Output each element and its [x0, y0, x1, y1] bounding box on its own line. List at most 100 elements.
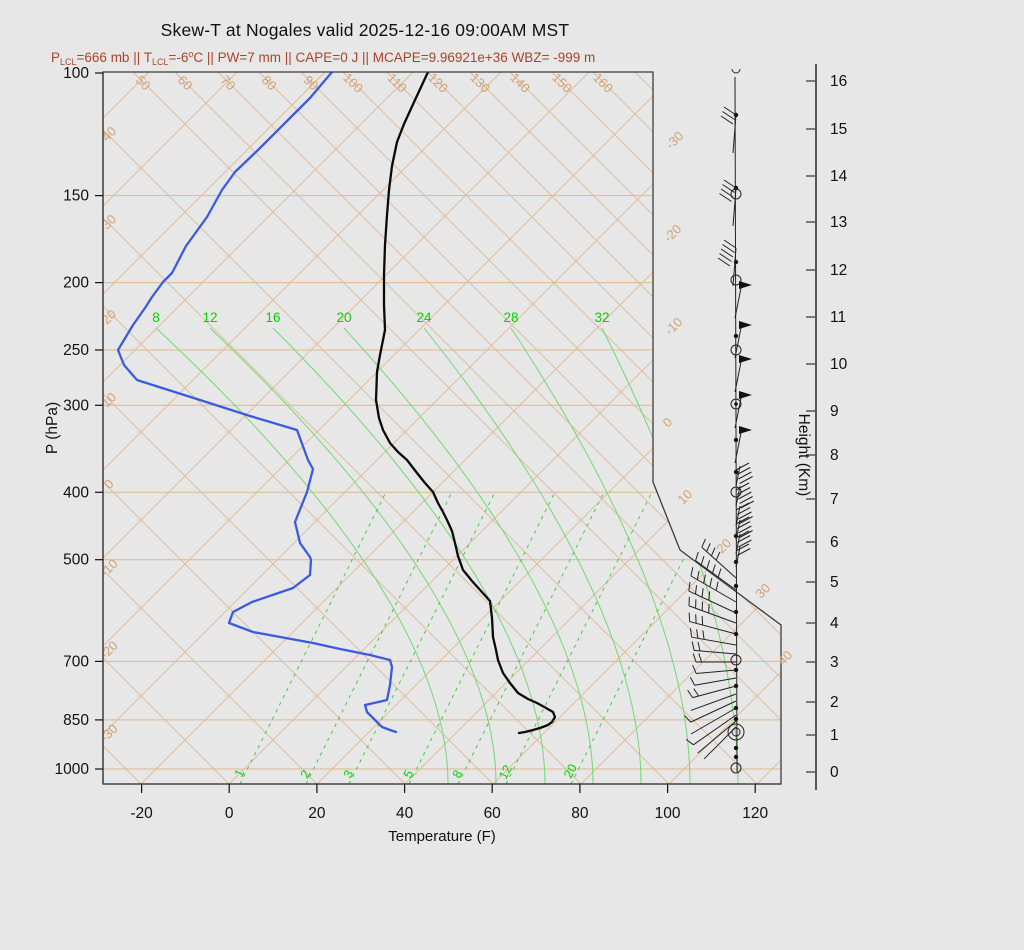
moist-adiabat-value-label: 24 [416, 310, 432, 325]
mixing-ratio-value-label: 2 [298, 768, 314, 781]
wind-barb-feather [722, 244, 735, 253]
temperature-axis-title: Temperature (F) [388, 828, 496, 845]
moist-adiabat-value-label: 28 [503, 310, 518, 325]
isotherm-label: -10 [662, 314, 686, 338]
wind-barb-feather [685, 739, 694, 746]
wind-barb-shaft [692, 685, 737, 699]
wind-barb-feather [689, 677, 696, 686]
wind-barb-feather [739, 476, 753, 484]
temperature-tick-label: 80 [571, 805, 589, 822]
wind-barb-feather [735, 543, 750, 552]
wind-barb-shaft [694, 677, 737, 686]
pressure-tick-label: 700 [63, 653, 89, 670]
temperature-tick-label: -20 [130, 805, 153, 822]
wind-barb-shaft [734, 361, 742, 393]
wind-barb-feather [703, 574, 706, 584]
pressure-tick-label: 150 [63, 188, 89, 205]
wind-barb-feather [720, 115, 734, 125]
wind-barb-shaft [689, 621, 737, 635]
wind-barb-feather [706, 560, 711, 569]
isotherm-line [103, 72, 678, 647]
wind-barb-feather [739, 530, 753, 538]
wind-barb-feather [735, 530, 750, 539]
height-axis-title: Height (Km) [795, 414, 812, 497]
isotherm-label: 40 [774, 647, 795, 668]
staff-dot [733, 583, 739, 589]
wind-barb-feather [689, 628, 693, 638]
wind-barb-shaft [694, 649, 737, 655]
mixing-ratio-value-label: 3 [341, 768, 357, 781]
wind-barb-shaft [690, 693, 737, 711]
isotherm-label: -20 [661, 221, 685, 245]
dewpoint-trace [116, 72, 398, 734]
wind-barb-pennant [739, 321, 752, 329]
temperature-trace [374, 72, 557, 735]
wind-barb-feather [701, 538, 706, 548]
height-tick-label: 16 [830, 73, 847, 90]
wind-barb-feather [722, 184, 735, 193]
temperature-tick-label: 20 [308, 805, 326, 822]
height-tick-label: 3 [830, 654, 839, 671]
isotherm-label: 10 [674, 486, 695, 507]
wind-barb-shaft [693, 714, 737, 746]
wind-barb-shaft [734, 397, 742, 429]
wind-barb-pennant [739, 391, 752, 399]
isotherm-label: -30 [97, 721, 121, 745]
temperature-tick-label: 0 [225, 805, 234, 822]
moist-adiabat-line [272, 327, 546, 784]
mixing-ratio-value-label: 12 [496, 763, 515, 782]
isotherm-line [140, 72, 781, 784]
temperature-axis: -20 0 20 40 60 80 100 120 Temperature (F) [103, 783, 781, 845]
wind-barb-feather [738, 511, 752, 520]
wind-barb-shaft [690, 700, 737, 723]
pressure-tick-label: 250 [63, 342, 89, 359]
wind-barb-shaft [735, 485, 741, 507]
staff-dot [733, 745, 739, 751]
mixing-ratio-line [570, 493, 717, 784]
staff-circle [730, 654, 742, 666]
mixing-ratio-value-label: 8 [450, 768, 466, 781]
dry-adiabat-line [174, 72, 781, 784]
wind-barb-feather [738, 491, 752, 500]
moist-adiabat-line [343, 327, 594, 784]
wind-barb-shaft [690, 575, 737, 603]
wind-barb-feather [696, 570, 700, 580]
wind-barb-feather [735, 462, 750, 471]
wind-barb-pennant [739, 426, 752, 434]
dry-adiabat-line [103, 657, 230, 784]
isotherm-label: 30 [98, 211, 119, 232]
isotherm-line [103, 72, 590, 559]
moist-adiabat-line [423, 327, 642, 784]
wind-barb-feather [736, 467, 751, 475]
moist-adiabat-line [510, 327, 691, 784]
pressure-tick-label: 100 [63, 65, 89, 82]
wind-barb-column [684, 68, 755, 774]
wind-barb-feather [736, 487, 751, 495]
wind-barb-feather [701, 588, 704, 598]
wind-barb-pennant [739, 281, 752, 289]
background-line-labels: 50 60 70 80 90 100 110 120 130 140 150 160403020100… [97, 70, 795, 745]
isotherm-line [580, 72, 781, 784]
isotherm-line [228, 72, 781, 784]
dry-adiabat-line [551, 72, 781, 784]
wind-barb-shaft [735, 546, 741, 568]
isotherm-line [404, 72, 781, 784]
wind-barb-shaft [691, 636, 737, 646]
isotherm-line [103, 72, 502, 471]
temperature-tick-label: 100 [655, 805, 681, 822]
mixing-ratio-value-label: 5 [401, 768, 417, 781]
wind-barb-shaft [735, 505, 741, 527]
height-tick-label: 11 [830, 309, 846, 326]
wind-barb-shaft [690, 707, 737, 735]
mixing-ratio-line [408, 493, 555, 784]
staff-dot [733, 469, 739, 475]
wind-barb-feather [720, 188, 734, 198]
pressure-tick-label: 300 [63, 397, 89, 414]
dry-adiabat-line [103, 745, 142, 784]
wind-barb-feather [736, 535, 751, 543]
surface-station-circle [727, 723, 745, 741]
mixing-ratio-line [239, 493, 386, 784]
pressure-axis-title: P (hPa) [44, 402, 61, 454]
